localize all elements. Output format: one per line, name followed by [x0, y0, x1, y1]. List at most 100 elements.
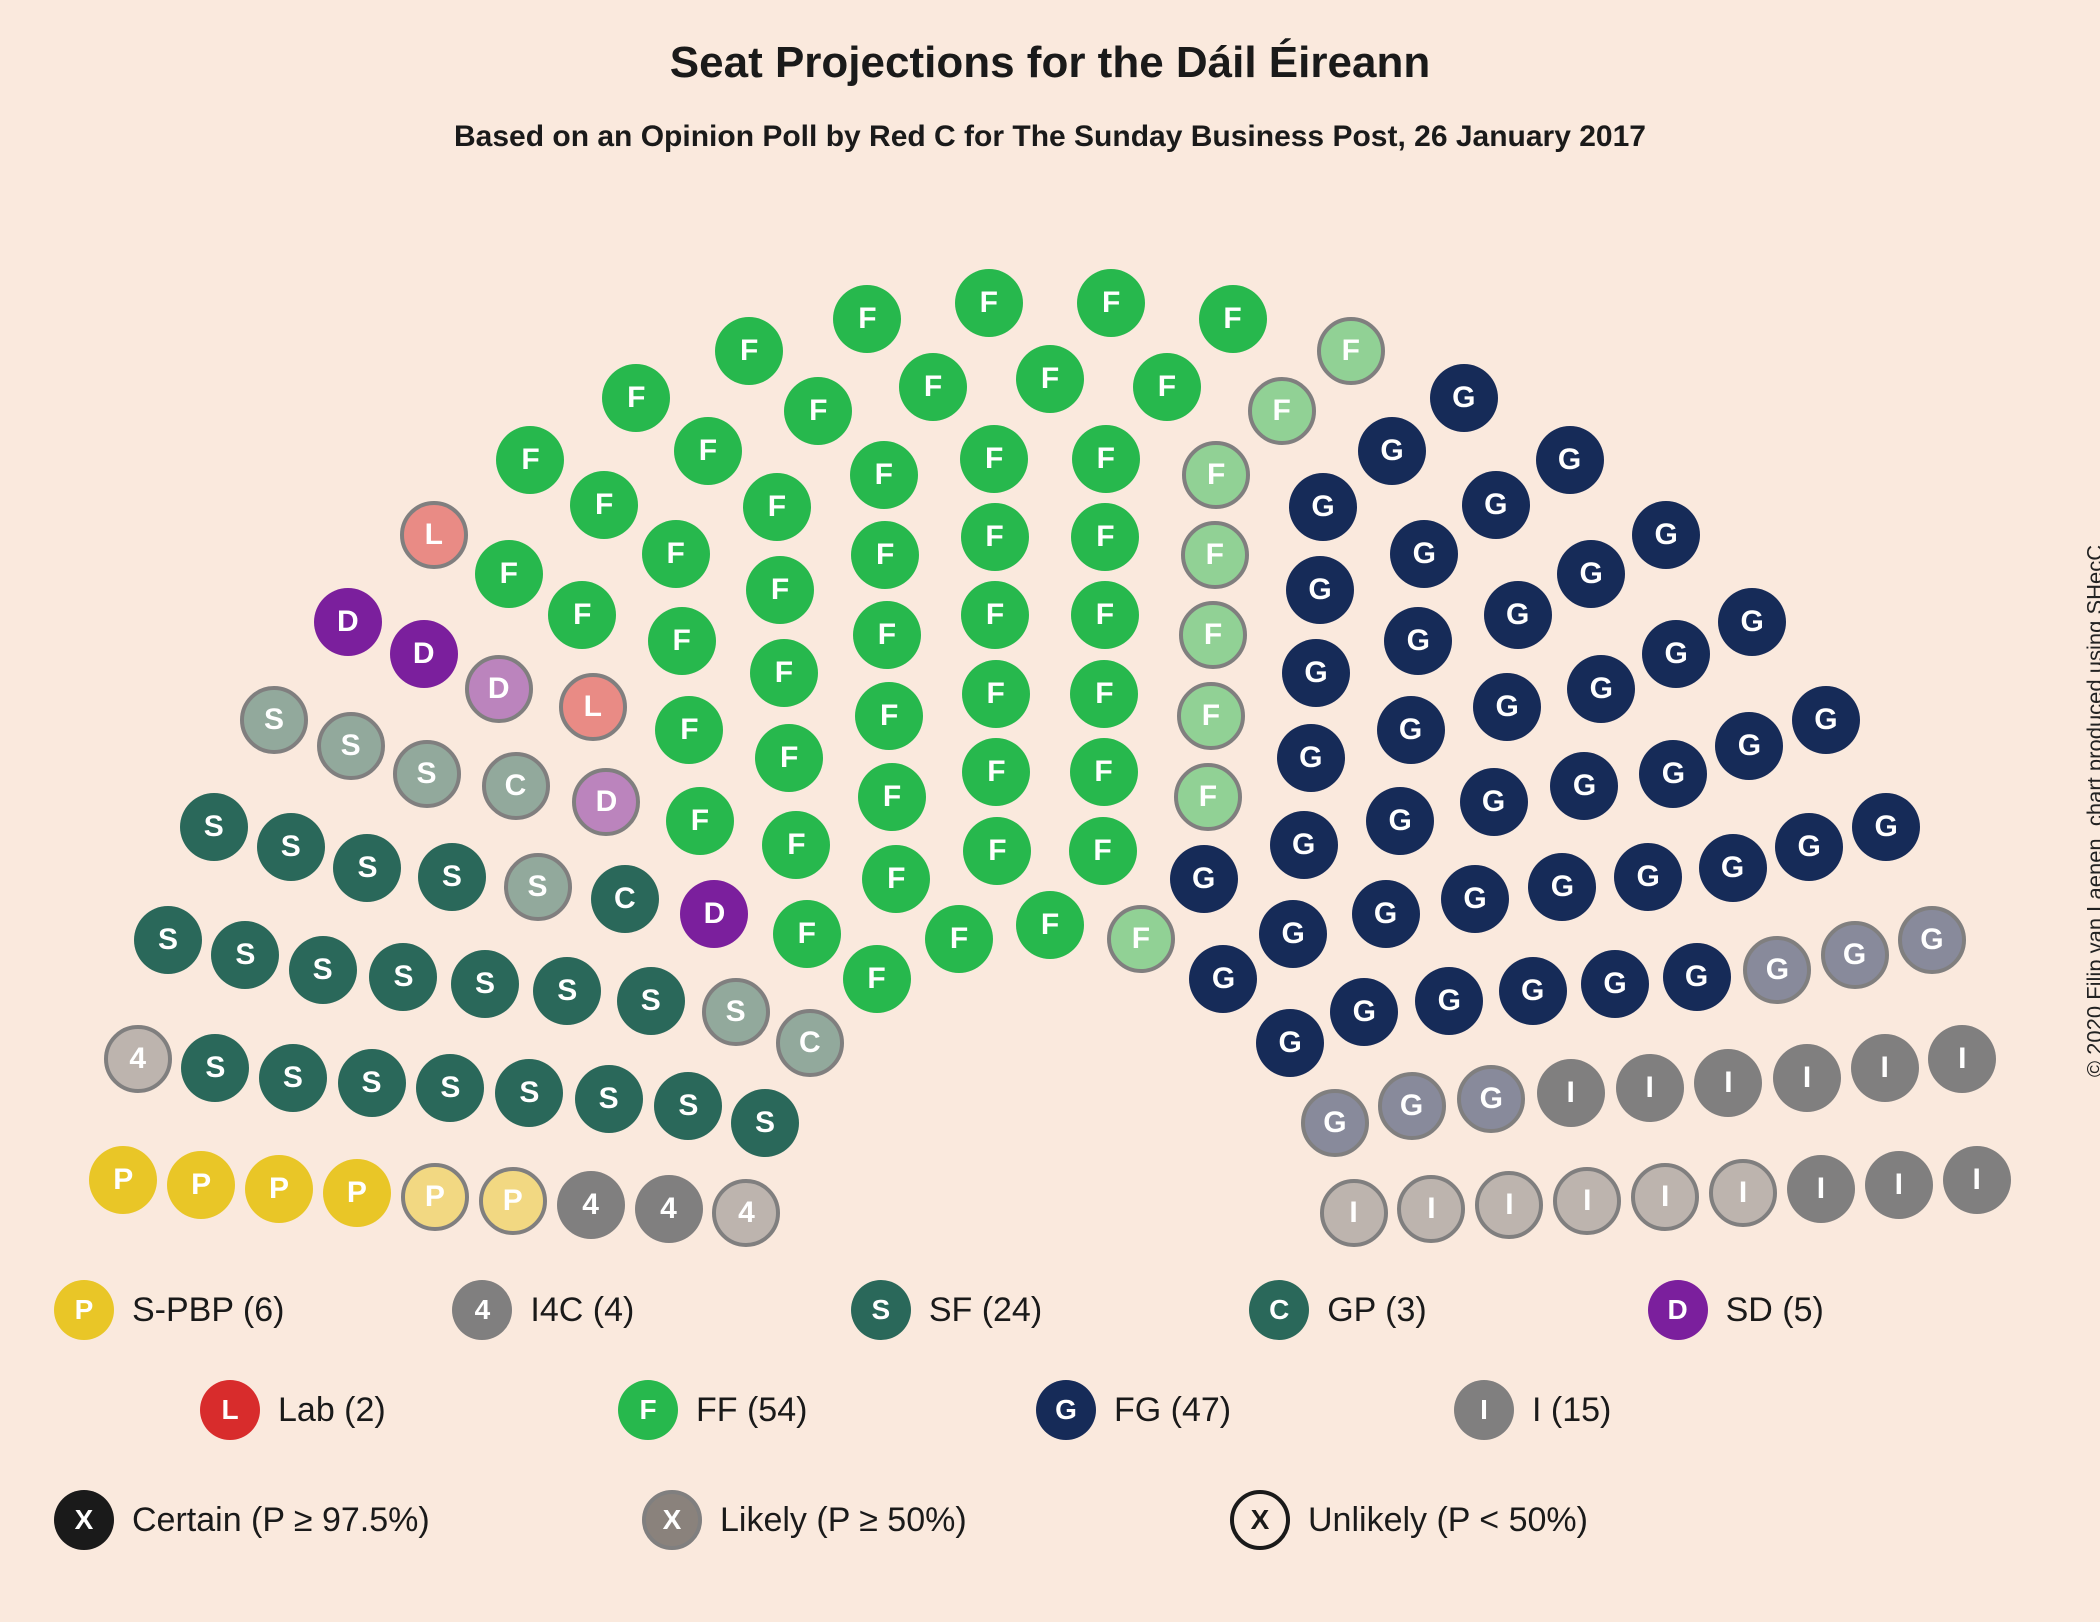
legend-dot-icon: C [1249, 1280, 1309, 1340]
legend-dot-icon: S [851, 1280, 911, 1340]
seat-gp: C [482, 752, 550, 820]
seat-ff: F [962, 660, 1030, 728]
legend-dot-icon: D [1648, 1280, 1708, 1340]
seat-ff: F [655, 696, 723, 764]
seat-ff: F [496, 426, 564, 494]
certainty-dot-icon: X [642, 1490, 702, 1550]
certainty-label: Unlikely (P < 50%) [1308, 1501, 1588, 1540]
seat-i: I [1865, 1151, 1933, 1219]
chart-container: Seat Projections for the Dáil Éireann Ba… [0, 0, 2100, 1622]
seat-fg: G [1528, 853, 1596, 921]
seat-fg: G [1642, 620, 1710, 688]
seat-fg: G [1536, 426, 1604, 494]
seat-ff: F [961, 581, 1029, 649]
seat-fg: G [1301, 1089, 1369, 1157]
legend-label: GP (3) [1327, 1291, 1427, 1330]
party-legend-row-1: PS-PBP (6)4I4C (4)SSF (24)CGP (3)DSD (5) [54, 1280, 2046, 1368]
seat-i: I [1553, 1167, 1621, 1235]
seat-fg: G [1189, 945, 1257, 1013]
seat-ff: F [960, 425, 1028, 493]
seat-ff: F [1174, 763, 1242, 831]
party-legend-row-2: LLab (2)FFF (54)GFG (47)II (15) [200, 1380, 2046, 1468]
seat-ff: F [1071, 503, 1139, 571]
seat-sf: S [338, 1049, 406, 1117]
certainty-item: XCertain (P ≥ 97.5%) [54, 1490, 614, 1550]
legend-dot-icon: G [1036, 1380, 1096, 1440]
seat-ff: F [1069, 817, 1137, 885]
seat-fg: G [1852, 793, 1920, 861]
legend-dot-icon: I [1454, 1380, 1514, 1440]
seat-fg: G [1270, 811, 1338, 879]
seat-fg: G [1277, 724, 1345, 792]
seat-ff: F [855, 682, 923, 750]
seat-ff: F [746, 556, 814, 624]
seat-lab: L [559, 673, 627, 741]
seat-fg: G [1567, 655, 1635, 723]
legend-item-s-pbp: PS-PBP (6) [54, 1280, 424, 1340]
seat-s-pbp: P [167, 1151, 235, 1219]
seat-ff: F [851, 521, 919, 589]
seat-i: I [1537, 1059, 1605, 1127]
seat-ff: F [674, 417, 742, 485]
seat-ff: F [1179, 601, 1247, 669]
seat-ff: F [548, 581, 616, 649]
seat-ff: F [1070, 738, 1138, 806]
seat-fg: G [1718, 588, 1786, 656]
seat-ff: F [899, 353, 967, 421]
seat-ff: F [955, 269, 1023, 337]
seat-i: I [1851, 1034, 1919, 1102]
seat-fg: G [1898, 906, 1966, 974]
seat-gp: C [591, 865, 659, 933]
certainty-item: X Likely (P ≥ 50%) [642, 1490, 1202, 1550]
seat-i: I [1694, 1049, 1762, 1117]
seat-ff: F [1071, 581, 1139, 649]
seat-fg: G [1792, 686, 1860, 754]
seat-i4c: 4 [712, 1179, 780, 1247]
seat-fg: G [1286, 556, 1354, 624]
seat-sf: S [416, 1054, 484, 1122]
legend-item-i4c: 4I4C (4) [452, 1280, 822, 1340]
seat-ff: F [648, 607, 716, 675]
seat-i: I [1631, 1163, 1699, 1231]
seat-ff: F [843, 945, 911, 1013]
seat-gp: C [776, 1009, 844, 1077]
legend-item-sd: D SD (5) [1648, 1280, 2018, 1340]
seat-fg: G [1378, 1072, 1446, 1140]
seat-i: I [1773, 1044, 1841, 1112]
seat-fg: G [1282, 639, 1350, 707]
seat-lab: L [400, 501, 468, 569]
certainty-legend-row: XCertain (P ≥ 97.5%) X Likely (P ≥ 50%)X Un… [54, 1490, 2046, 1578]
seat-ff: F [858, 763, 926, 831]
seat-ff: F [784, 377, 852, 445]
seat-fg: G [1377, 696, 1445, 764]
seat-ff: F [862, 845, 930, 913]
seat-fg: G [1460, 768, 1528, 836]
seat-ff: F [1133, 353, 1201, 421]
seat-sf: S [180, 793, 248, 861]
seat-i: I [1709, 1159, 1777, 1227]
seat-fg: G [1821, 921, 1889, 989]
seat-fg: G [1663, 943, 1731, 1011]
seat-fg: G [1550, 752, 1618, 820]
seat-fg: G [1430, 364, 1498, 432]
chart-title: Seat Projections for the Dáil Éireann [0, 0, 2100, 88]
seat-ff: F [475, 540, 543, 608]
legend-label: S-PBP (6) [132, 1291, 284, 1330]
seat-ff: F [963, 817, 1031, 885]
seat-ff: F [570, 471, 638, 539]
legend-label: I (15) [1532, 1391, 1611, 1430]
seat-ff: F [750, 639, 818, 707]
seat-sf: S [731, 1089, 799, 1157]
legend-label: I4C (4) [530, 1291, 634, 1330]
seat-fg: G [1352, 880, 1420, 948]
certainty-label: Likely (P ≥ 50%) [720, 1501, 967, 1540]
seat-ff: F [762, 811, 830, 879]
seat-ff: F [1072, 425, 1140, 493]
seat-sd: D [390, 620, 458, 688]
legend-dot-icon: L [200, 1380, 260, 1440]
seat-sf: S [333, 834, 401, 902]
seat-fg: G [1441, 865, 1509, 933]
legend-label: SD (5) [1726, 1291, 1824, 1330]
hemicycle-chart: PPPPPP4444SSSSSSSSSSSSSSSSSSSSSSSSCCCDDD… [0, 154, 2100, 1114]
seat-ff: F [925, 905, 993, 973]
